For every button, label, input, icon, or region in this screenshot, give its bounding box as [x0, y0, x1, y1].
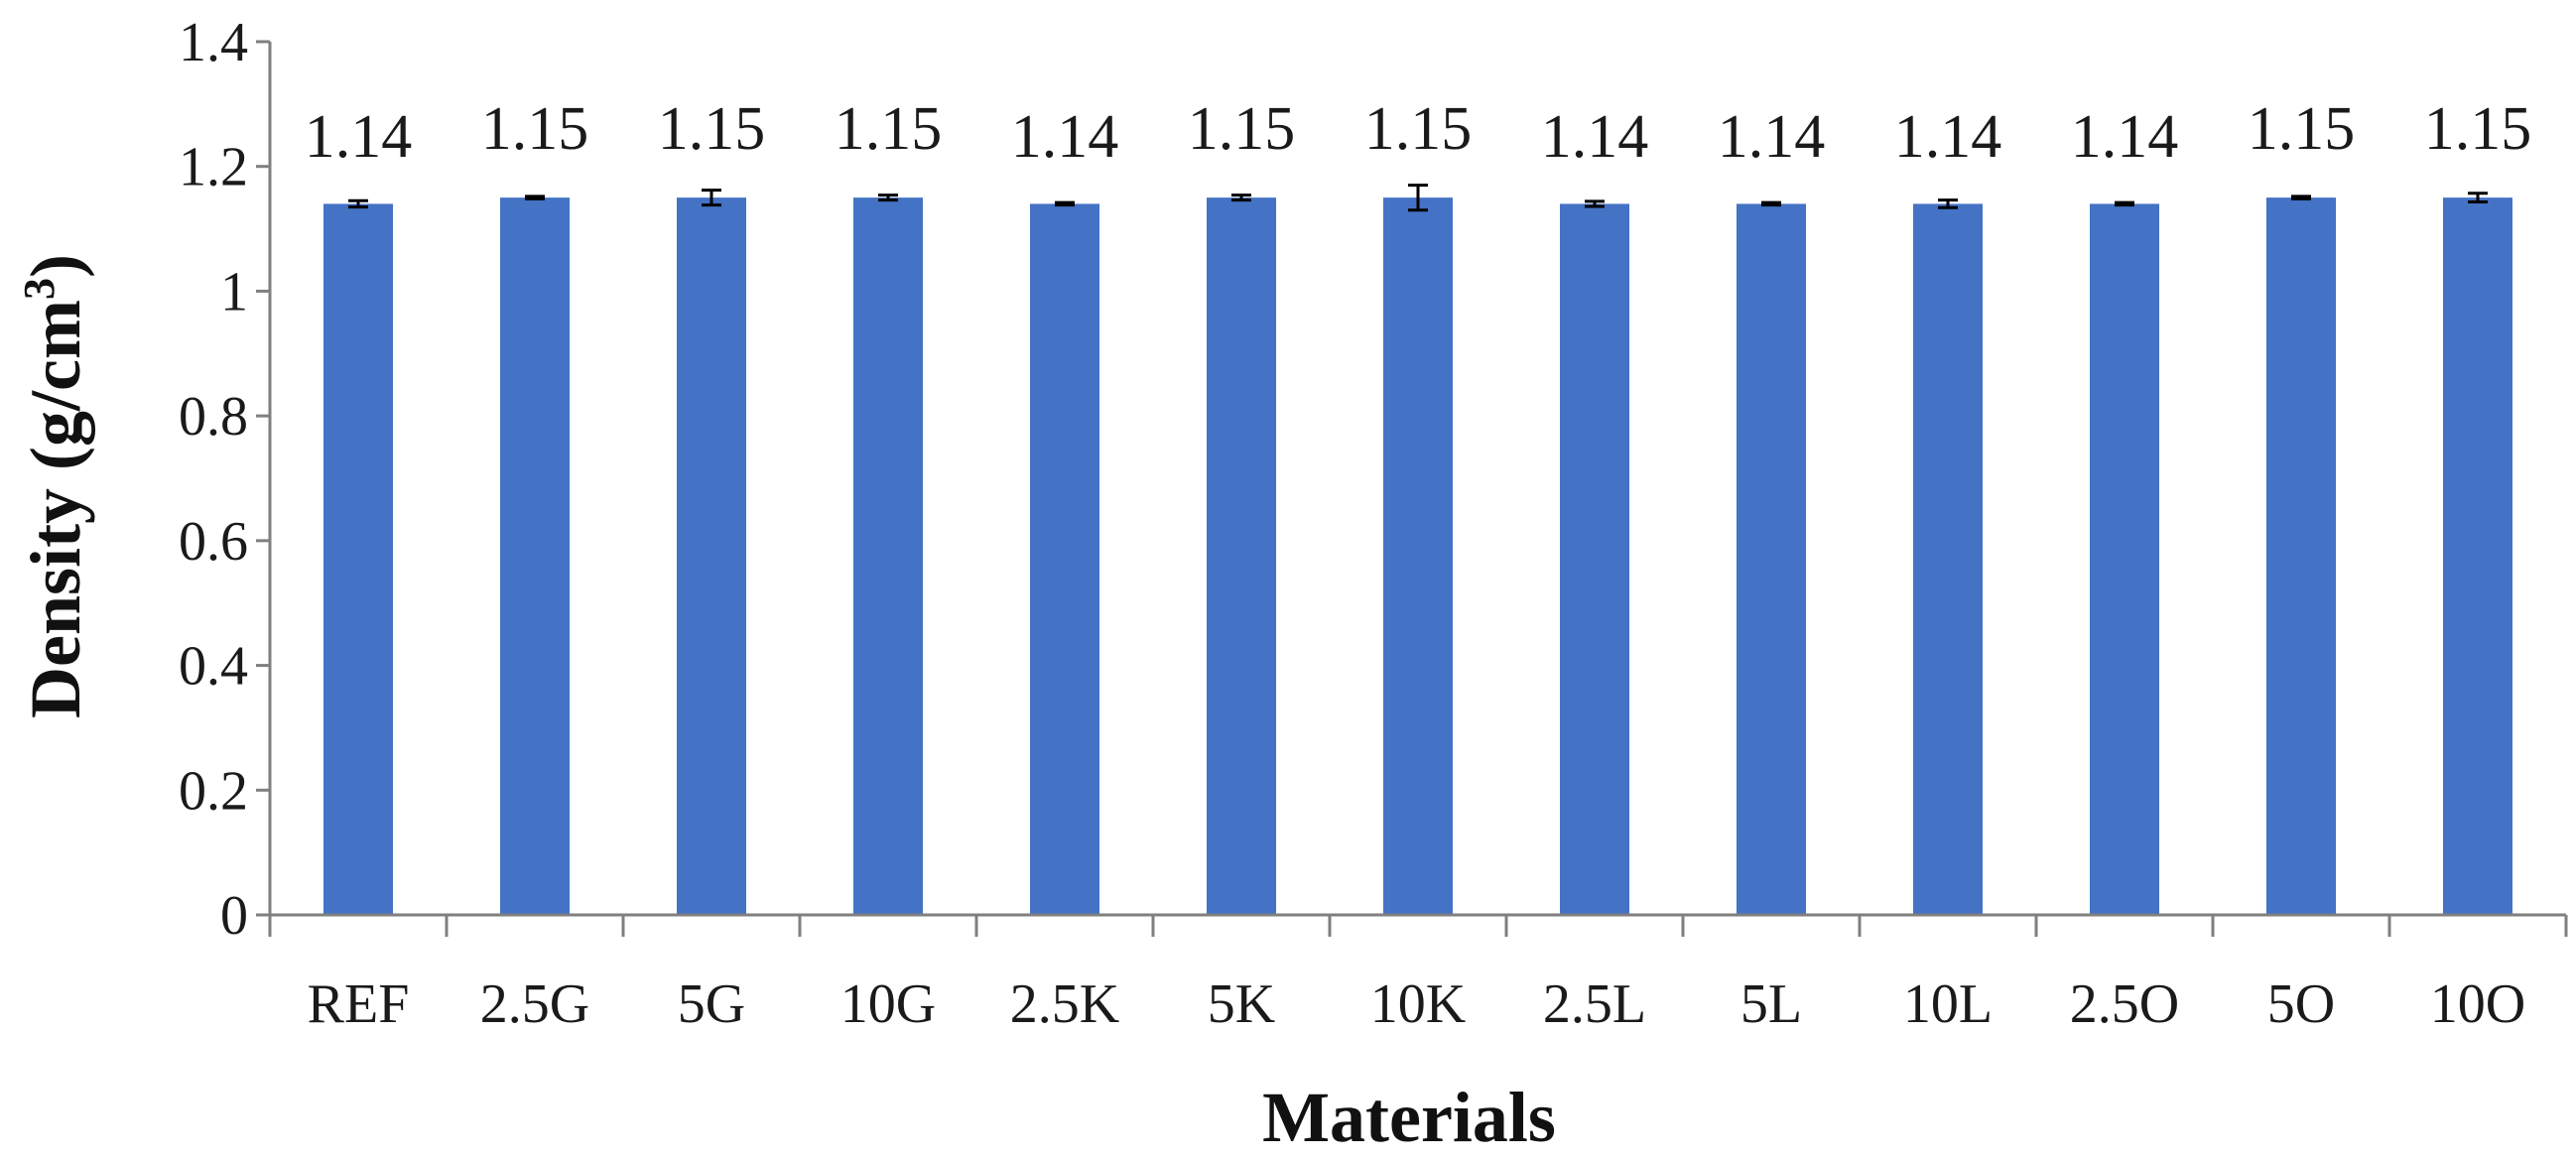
y-tick-label: 0: [220, 885, 248, 947]
data-label: 1.15: [1188, 95, 1296, 163]
bar-2-5o: [2090, 203, 2159, 915]
bar-10k: [1383, 197, 1453, 916]
bar-5o: [2266, 197, 2336, 916]
x-tick-label: 2.5L: [1543, 973, 1646, 1035]
data-label: 1.14: [1011, 103, 1119, 171]
x-axis-ticks: REF 2.5G 5G 10G 2.5K 5K 10K 2.5L 5L 10L 2.5O 5O 10O: [268, 915, 2568, 1035]
bar-2-5l: [1560, 203, 1629, 915]
bar-10l: [1913, 203, 1983, 915]
data-labels: 1.14 1.15 1.15 1.15 1.14 1.15 1.15 1.14 1.14 1.14…: [305, 95, 2532, 171]
data-label: 1.15: [2424, 95, 2532, 163]
y-tick-label: 0.4: [179, 636, 248, 698]
y-tick-label: 1.4: [179, 12, 248, 73]
data-label: 1.14: [305, 103, 413, 171]
bar-5l: [1737, 203, 1806, 915]
bar-ref: [323, 203, 393, 915]
bar-10o: [2443, 197, 2512, 916]
x-tick-label: 10L: [1903, 973, 1993, 1035]
y-tick-label: 0.6: [179, 511, 248, 573]
x-tick-label: 10G: [840, 973, 936, 1035]
data-label: 1.15: [1364, 95, 1473, 163]
data-label: 1.15: [658, 95, 766, 163]
x-tick-label: 2.5O: [2070, 973, 2179, 1035]
data-label: 1.14: [2071, 103, 2179, 171]
bars: [323, 197, 2512, 916]
x-tick-label: 5K: [1208, 973, 1275, 1035]
data-label: 1.14: [1541, 103, 1649, 171]
bar-10g: [853, 197, 923, 916]
data-label: 1.15: [2248, 95, 2356, 163]
data-label: 1.15: [481, 95, 589, 163]
y-axis-title-superscript: 3: [15, 278, 64, 300]
y-axis-ticks: 0 0.2 0.4 0.6 0.8 1 1.2 1.4: [179, 12, 270, 947]
x-tick-label: 10K: [1370, 973, 1466, 1035]
y-tick-label: 0.8: [179, 386, 248, 448]
bar-5k: [1207, 197, 1276, 916]
bar-2-5k: [1030, 203, 1099, 915]
y-tick-label: 1.2: [179, 137, 248, 198]
x-tick-label: 5O: [2267, 973, 2335, 1035]
y-tick-label: 1: [220, 261, 248, 323]
y-axis-title-close: ): [16, 254, 95, 278]
y-axis-title: Density (g/cm3): [15, 254, 95, 718]
y-axis-title-main: Density (g/cm: [16, 300, 95, 718]
error-bars: [348, 184, 2488, 212]
x-tick-label: 10O: [2430, 973, 2525, 1035]
x-tick-label: REF: [308, 973, 410, 1035]
x-tick-label: 5G: [678, 973, 745, 1035]
x-tick-label: 2.5K: [1010, 973, 1119, 1035]
data-label: 1.14: [1718, 103, 1826, 171]
data-label: 1.15: [835, 95, 943, 163]
bar-5g: [677, 197, 746, 916]
y-tick-label: 0.2: [179, 760, 248, 822]
x-tick-label: 5L: [1740, 973, 1802, 1035]
bar-2-5g: [500, 197, 570, 916]
data-label: 1.14: [1894, 103, 2002, 171]
x-tick-label: 2.5G: [480, 973, 589, 1035]
x-axis-title: Materials: [1262, 1078, 1556, 1157]
